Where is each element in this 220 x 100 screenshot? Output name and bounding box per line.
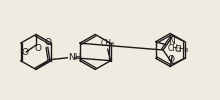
Text: N: N (169, 37, 175, 46)
Text: O: O (34, 44, 41, 53)
Text: CH₃: CH₃ (101, 39, 115, 48)
Text: CH₃: CH₃ (168, 44, 182, 53)
Text: O: O (44, 38, 51, 47)
Text: CH₃: CH₃ (174, 46, 188, 54)
Text: NH: NH (68, 53, 81, 62)
Text: O: O (167, 55, 174, 64)
Text: O: O (21, 48, 28, 57)
